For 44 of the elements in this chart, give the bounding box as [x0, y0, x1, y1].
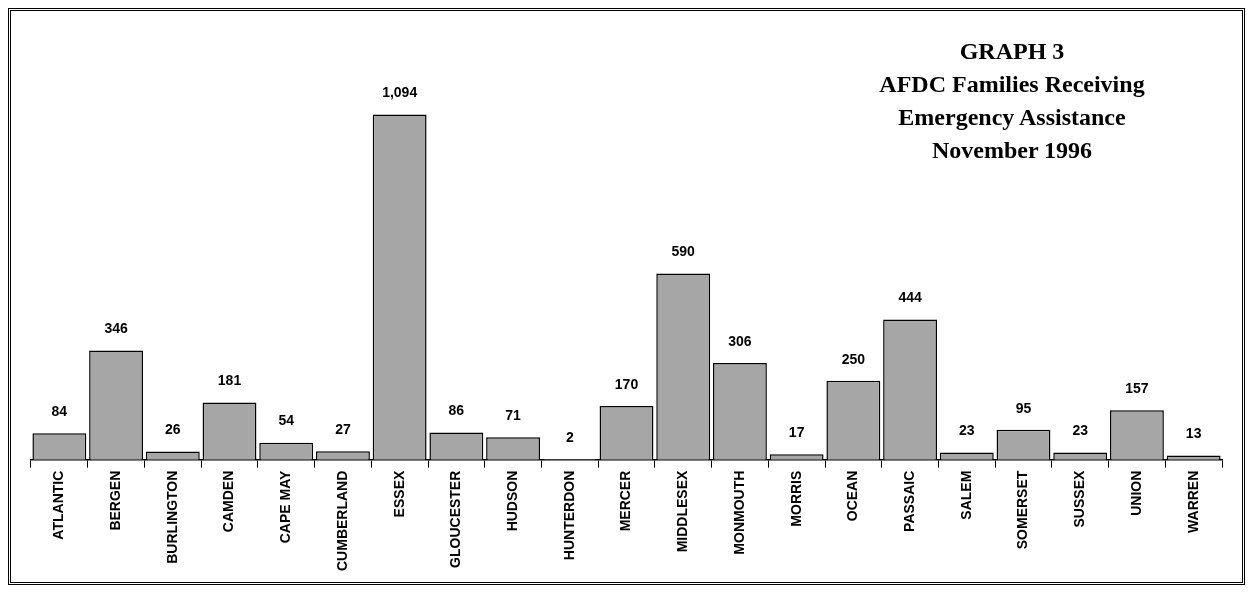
x-tick-label: CUMBERLAND — [333, 470, 350, 571]
data-label: 84 — [51, 403, 68, 420]
data-label: 444 — [898, 289, 922, 306]
data-label: 306 — [728, 332, 752, 349]
data-label: 1,094 — [382, 84, 418, 101]
data-label: 170 — [614, 375, 639, 392]
x-tick-label: OCEAN — [844, 470, 861, 522]
data-label: 86 — [448, 402, 465, 419]
x-tick-label: UNION — [1127, 470, 1144, 516]
x-tick-label: HUDSON — [503, 470, 520, 532]
x-tick-label: WARREN — [1184, 470, 1201, 533]
data-label: 17 — [788, 424, 805, 441]
data-label: 95 — [1015, 399, 1032, 416]
data-label: 157 — [1125, 379, 1149, 396]
x-tick-label: PASSAIC — [900, 470, 917, 532]
data-label: 26 — [165, 421, 181, 438]
data-label: 54 — [278, 412, 295, 429]
x-tick-label: MERCER — [617, 470, 634, 532]
x-tick-label: CAPE MAY — [277, 470, 294, 544]
chart-title: GRAPH 3 — [959, 38, 1065, 65]
data-label: 71 — [505, 407, 522, 424]
data-label: 23 — [959, 422, 975, 439]
x-tick-label: BERGEN — [106, 470, 123, 531]
x-tick-label: SOMERSET — [1014, 470, 1031, 550]
x-tick-label: CAMDEN — [220, 470, 237, 533]
x-tick-label: SALEM — [957, 470, 974, 520]
x-tick-label: MORRIS — [787, 470, 804, 527]
x-tick-label: BURLINGTON — [163, 470, 180, 564]
data-label: 346 — [104, 320, 128, 337]
data-label: 590 — [671, 243, 696, 260]
data-label: 250 — [841, 350, 866, 367]
data-label: 181 — [217, 372, 242, 389]
data-label: 2 — [565, 428, 574, 445]
x-tick-label: ESSEX — [390, 470, 407, 518]
data-label: 27 — [335, 421, 351, 438]
x-tick-label: MIDDLESEX — [674, 470, 691, 553]
x-tick-label: ATLANTIC — [50, 470, 67, 540]
data-label: 13 — [1185, 425, 1202, 442]
x-tick-label: SUSSEX — [1071, 470, 1088, 528]
data-label: 23 — [1072, 422, 1089, 439]
chart-subtitle: AFDC Families Receiving Emergency Assistance November 1996 — [879, 71, 1145, 164]
x-tick-label: GLOUCESTER — [447, 470, 464, 568]
x-tick-label: HUNTERDON — [560, 470, 577, 561]
x-tick-label: MONMOUTH — [730, 470, 747, 555]
